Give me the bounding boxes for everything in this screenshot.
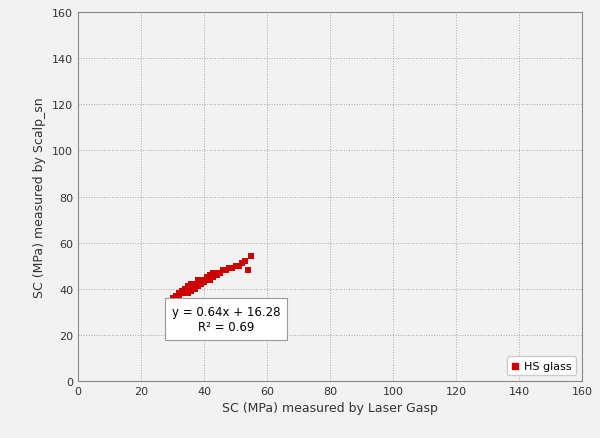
Point [199, 276, 209, 283]
Point [187, 286, 196, 293]
X-axis label: SC (MPa) measured by Laser Gasp: SC (MPa) measured by Laser Gasp [222, 402, 438, 414]
Point [212, 269, 221, 276]
Point [205, 276, 215, 283]
Point [181, 290, 190, 297]
Point [240, 258, 250, 265]
Point [193, 276, 203, 283]
Point [202, 274, 212, 281]
Point [187, 288, 196, 295]
Point [177, 288, 187, 295]
Legend: HS glass: HS glass [506, 357, 577, 375]
Point [234, 262, 244, 269]
Point [187, 281, 196, 288]
Point [196, 281, 206, 288]
Point [190, 283, 199, 290]
Text: y = 0.64x + 16.28
R² = 0.69: y = 0.64x + 16.28 R² = 0.69 [172, 305, 280, 333]
Point [193, 283, 203, 290]
Point [174, 293, 184, 300]
Point [184, 290, 193, 297]
Point [209, 269, 218, 276]
Point [212, 272, 221, 279]
Point [181, 286, 190, 293]
Point [171, 293, 181, 300]
Point [177, 290, 187, 297]
Point [168, 295, 178, 302]
Point [227, 265, 237, 272]
Point [224, 265, 234, 272]
Point [199, 279, 209, 286]
Point [196, 279, 206, 286]
Point [190, 286, 199, 293]
Point [221, 267, 231, 274]
Point [174, 290, 184, 297]
Point [193, 279, 203, 286]
Point [247, 253, 256, 260]
Point [218, 267, 228, 274]
Point [244, 267, 253, 274]
Y-axis label: SC (MPa) measured by Scalp_sn: SC (MPa) measured by Scalp_sn [34, 97, 46, 297]
Point [231, 262, 241, 269]
Point [181, 288, 190, 295]
Point [237, 260, 247, 267]
Point [209, 274, 218, 281]
Point [184, 286, 193, 293]
Point [184, 283, 193, 290]
Point [215, 269, 224, 276]
Point [205, 272, 215, 279]
Point [171, 295, 181, 302]
Point [202, 276, 212, 283]
Point [190, 281, 199, 288]
